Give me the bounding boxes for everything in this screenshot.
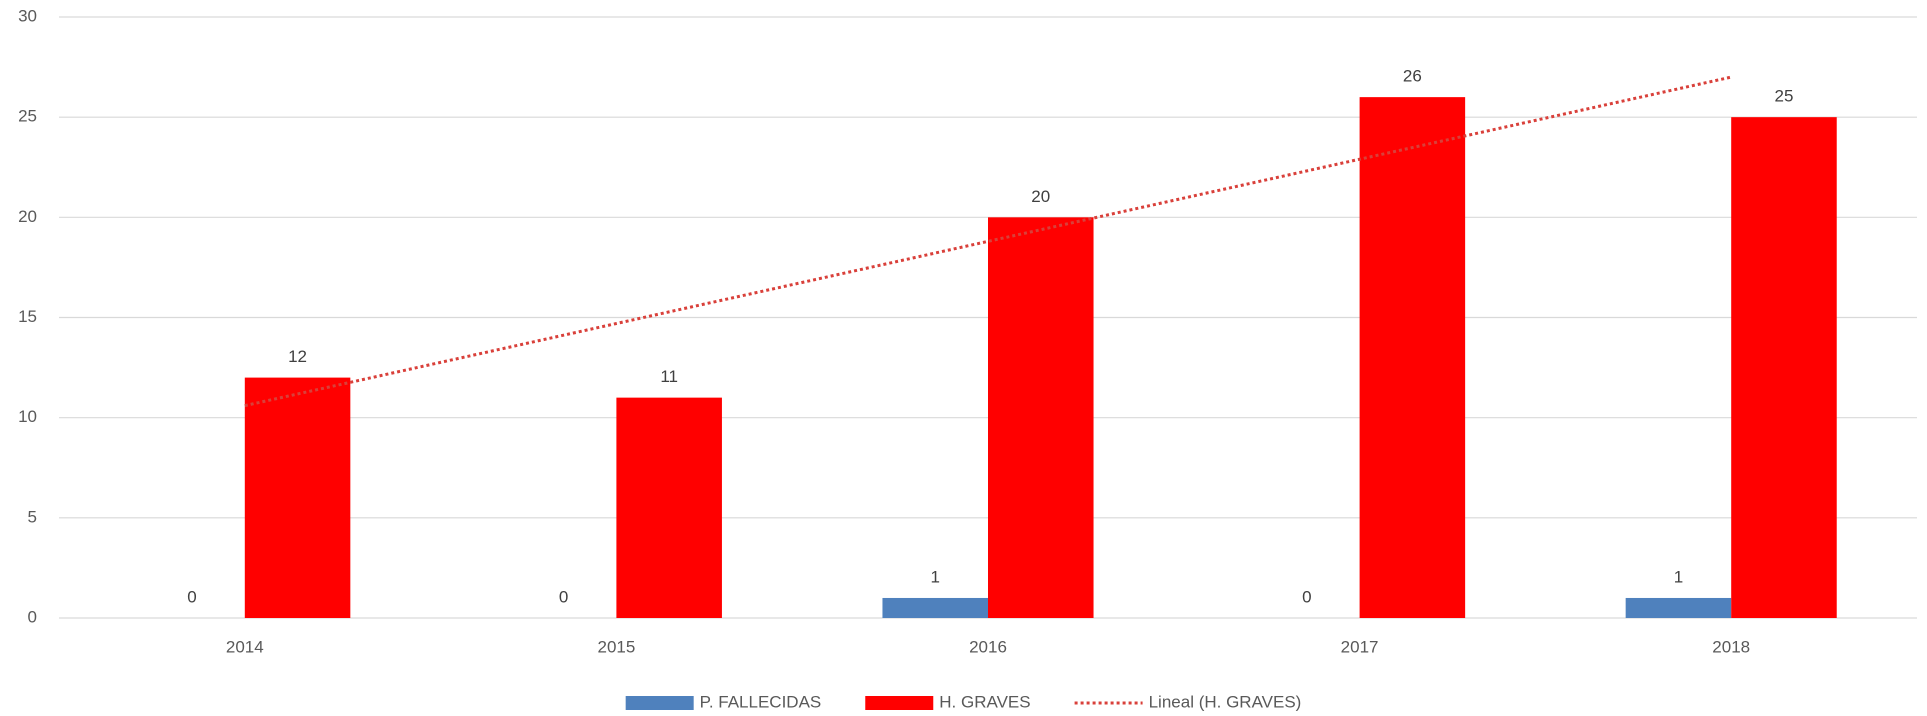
bar <box>244 377 351 618</box>
legend-label: H. GRAVES <box>939 692 1030 711</box>
data-label: 0 <box>1302 587 1311 606</box>
y-tick-label: 25 <box>18 107 37 126</box>
bar <box>1359 97 1466 619</box>
bar <box>1731 117 1837 619</box>
x-tick-label: 2018 <box>1712 637 1750 656</box>
y-tick-label: 0 <box>28 607 37 626</box>
y-tick-label: 5 <box>28 507 37 526</box>
data-label: 26 <box>1403 67 1422 86</box>
legend-label: Lineal (H. GRAVES) <box>1149 692 1302 711</box>
bar <box>616 397 722 618</box>
data-label: 0 <box>187 587 196 606</box>
y-tick-label: 15 <box>18 307 37 326</box>
x-tick-label: 2014 <box>226 637 264 656</box>
y-tick-label: 20 <box>18 207 37 226</box>
bar <box>988 217 1094 619</box>
y-tick-label: 10 <box>18 407 37 426</box>
data-label: 1 <box>930 567 939 586</box>
legend-label: P. FALLECIDAS <box>700 692 822 711</box>
bar <box>1625 597 1732 618</box>
x-tick-label: 2015 <box>597 637 635 656</box>
data-label: 11 <box>660 367 678 386</box>
x-tick-label: 2016 <box>969 637 1007 656</box>
y-tick-label: 30 <box>18 6 37 25</box>
data-label: 25 <box>1775 87 1794 106</box>
bar <box>882 597 988 618</box>
x-tick-label: 2017 <box>1341 637 1379 656</box>
trendline <box>244 75 1732 408</box>
legend-swatch <box>625 696 694 710</box>
data-label: 12 <box>288 347 307 366</box>
data-label: 20 <box>1031 187 1050 206</box>
data-label: 1 <box>1674 567 1683 586</box>
data-label: 0 <box>559 587 568 606</box>
legend-swatch <box>865 696 934 710</box>
